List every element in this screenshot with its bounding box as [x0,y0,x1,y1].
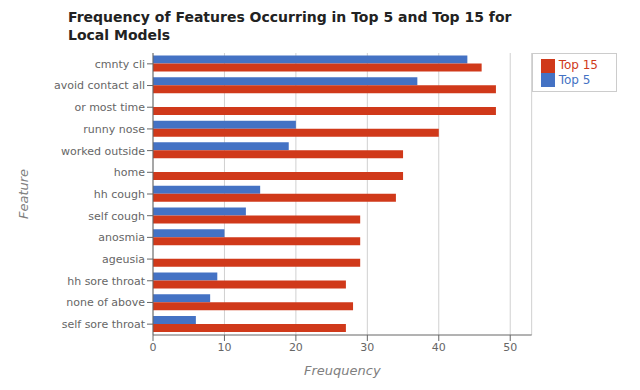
svg-text:40: 40 [432,341,446,354]
svg-text:Feature: Feature [16,169,31,219]
svg-text:10: 10 [217,341,231,354]
svg-text:self cough: self cough [88,210,145,223]
svg-text:avoid contact all: avoid contact all [54,79,145,92]
svg-text:hh sore throat: hh sore throat [67,275,145,288]
svg-text:self sore throat: self sore throat [62,318,146,331]
svg-text:20: 20 [289,341,303,354]
svg-text:Freuquency: Freuquency [304,363,381,378]
svg-text:0: 0 [150,341,157,354]
svg-text:hh cough: hh cough [94,188,145,201]
html-text:Local Models: Local Models [68,27,171,43]
html-text:Frequency of Features Occurrin: Frequency of Features Occurring in Top 5… [68,9,512,25]
svg-text:anosmia: anosmia [98,231,145,244]
svg-text:30: 30 [360,341,374,354]
svg-text:50: 50 [503,341,517,354]
svg-text:cmnty cli: cmnty cli [95,58,145,71]
html-text:Top 15: Top 15 [558,58,598,72]
svg-text:worked outside: worked outside [61,145,145,158]
svg-text:runny nose: runny nose [83,123,145,136]
svg-text:home: home [114,166,145,179]
svg-text:none of above: none of above [66,296,145,309]
svg-text:or most time: or most time [74,101,145,114]
svg-text:ageusia: ageusia [102,253,145,266]
html-text:Top 5: Top 5 [558,72,591,87]
